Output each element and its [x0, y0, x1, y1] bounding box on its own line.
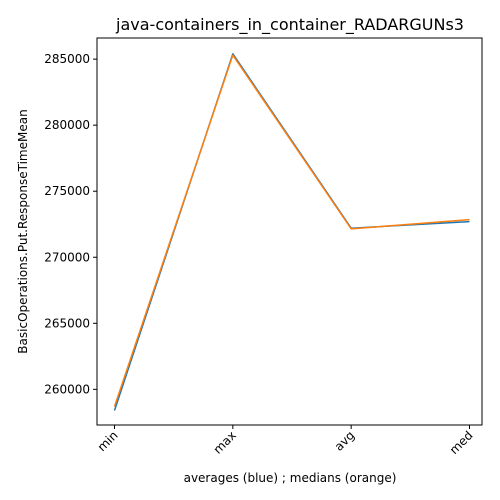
plot-lines — [115, 54, 470, 411]
y-axis-label: BasicOperations.Put.ResponseTimeMean — [16, 109, 30, 353]
x-axis-label: averages (blue) ; medians (orange) — [184, 471, 397, 485]
y-tick-label: 270000 — [44, 250, 90, 264]
medians-series-line — [115, 55, 470, 406]
x-tick-label: min — [95, 428, 121, 454]
chart-title: java-containers_in_container_RADARGUNs3 — [115, 15, 464, 35]
y-tick-label: 275000 — [44, 184, 90, 198]
y-tick-label: 265000 — [44, 316, 90, 330]
y-tick-label: 280000 — [44, 118, 90, 132]
y-tick-label: 285000 — [44, 52, 90, 66]
plot-frame — [97, 38, 482, 425]
averages-series-line — [115, 54, 470, 411]
x-tick-label: med — [447, 428, 476, 457]
x-tick-label: avg — [332, 428, 358, 454]
x-axis: min max avg med — [95, 425, 476, 457]
x-tick-label: max — [211, 428, 239, 456]
y-axis: 260000 265000 270000 275000 280000 285000 — [44, 52, 97, 396]
y-tick-label: 260000 — [44, 382, 90, 396]
